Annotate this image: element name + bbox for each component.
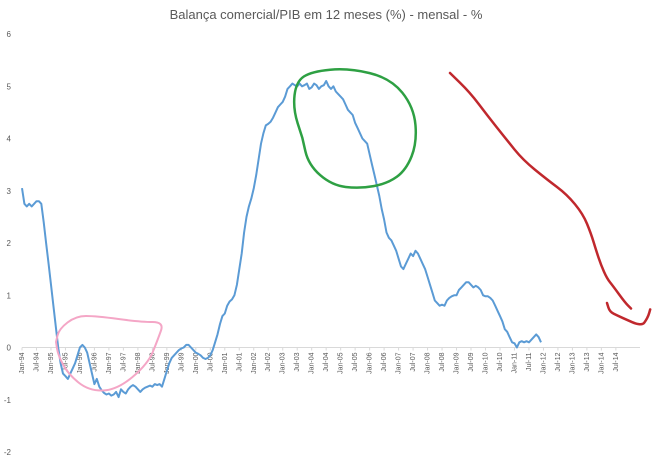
hand-drawn-annotations [55,68,652,392]
x-axis: Jan-94 Jul-94 Jan-95 Jul-95 Jan-96 Jul-96 Jan-… [19,347,620,374]
y-tick-label: 2 [7,239,12,248]
x-tick-label: Jan-05 [338,352,345,374]
x-tick-label: Jan-94 [19,352,26,374]
x-tick-label: Jan-96 [77,352,84,374]
y-tick-label: 5 [7,82,12,91]
x-tick-label: Jan-97 [106,352,113,374]
y-tick-label: 1 [7,291,12,300]
y-tick-label: 0 [7,344,12,353]
annotation-stroke [448,71,633,310]
x-tick-label: Jul-97 [120,352,127,371]
x-tick-label: Jul-06 [381,352,388,371]
x-tick-label: Jan-14 [598,352,605,374]
x-tick-label: Jul-09 [468,352,475,371]
x-tick-label: Jan-01 [222,352,229,374]
y-tick-label: 6 [7,30,12,39]
x-tick-label: Jul-04 [323,352,330,371]
x-tick-label: Jul-05 [352,352,359,371]
x-tick-label: Jul-98 [149,352,156,371]
x-tick-label: Jul-00 [207,352,214,371]
y-axis: -2 -1 0 1 2 3 4 5 6 [4,30,12,457]
x-tick-label: Jan-03 [280,352,287,374]
x-tick-label: Jul-08 [439,352,446,371]
x-tick-label: Jul-11 [526,352,533,371]
x-tick-label: Jul-14 [613,352,620,371]
x-tick-label: Jan-08 [425,352,432,374]
annotation-stroke [605,301,652,326]
y-tick-label: 3 [7,187,12,196]
x-tick-label: Jul-94 [33,352,40,371]
series-line [21,80,542,399]
x-tick-label: Jan-11 [511,352,518,373]
y-tick-label: 4 [7,135,12,144]
x-tick-label: Jan-98 [135,352,142,374]
x-tick-label: Jul-95 [62,352,69,371]
x-tick-label: Jul-07 [410,352,417,371]
y-tick-label: -2 [4,448,12,457]
x-tick-label: Jan-04 [309,352,316,374]
x-tick-label: Jul-96 [91,352,98,371]
chart-title: Balança comercial/PIB em 12 meses (%) - … [170,7,483,22]
x-tick-label: Jan-95 [48,352,55,374]
x-tick-label: Jul-13 [584,352,591,371]
annotation-stroke [55,315,163,392]
x-tick-label: Jul-03 [294,352,301,371]
x-tick-label: Jan-10 [483,352,490,374]
x-tick-label: Jul-99 [178,352,185,371]
x-tick-label: Jan-02 [251,352,258,374]
y-tick-label: -1 [4,396,12,405]
x-tick-label: Jan-12 [540,352,547,374]
x-tick-label: Jan-00 [193,352,200,374]
annotation-stroke [292,68,418,189]
x-tick-label: Jan-07 [396,352,403,374]
x-tick-label: Jan-06 [367,352,374,374]
x-tick-label: Jul-12 [555,352,562,371]
x-tick-label: Jan-13 [569,352,576,374]
x-tick-label: Jul-02 [265,352,272,371]
x-tick-label: Jul-10 [497,352,504,371]
x-tick-label: Jan-09 [454,352,461,374]
x-tick-label: Jan-99 [164,352,171,374]
x-tick-label: Jul-01 [236,352,243,371]
